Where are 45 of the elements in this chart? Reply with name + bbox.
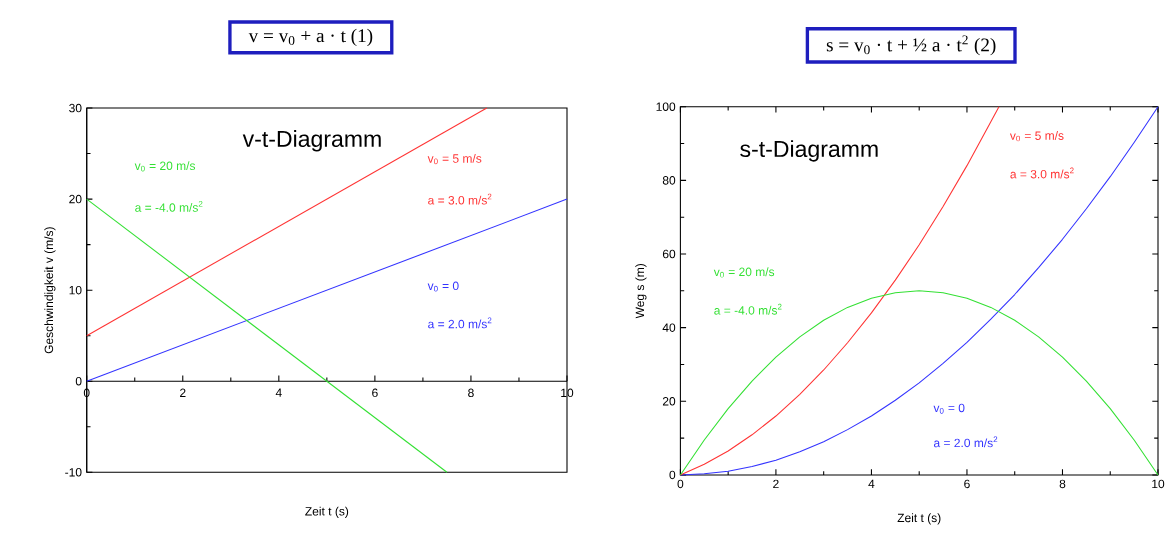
y-tick-label: 0 xyxy=(669,470,676,480)
annotation: a = 2.0 m/s$^{2}$ xyxy=(428,317,492,329)
annotation: v$_{0}$ = 20 m/s xyxy=(713,267,775,278)
y-tick-label: 60 xyxy=(662,249,676,259)
x-tick-label: 4 xyxy=(868,479,875,488)
annotation: a = -4.0 m/s$^{2}$ xyxy=(135,201,203,212)
x-tick-label: 10 xyxy=(561,388,574,398)
x-tick-label: 6 xyxy=(964,479,970,489)
x-tick-label: 8 xyxy=(468,388,474,398)
y-tick-label: 100 xyxy=(656,102,676,111)
y-tick-label: 30 xyxy=(69,103,82,113)
x-tick-label: 2 xyxy=(773,479,779,489)
x-tick-label: 10 xyxy=(1152,479,1165,489)
y-tick-label: 80 xyxy=(662,176,676,185)
y-tick-label: 40 xyxy=(662,323,676,332)
annotation: a = 3.0 m/s$^{2}$ xyxy=(1010,167,1074,179)
annotation: v$_{0}$ = 0 xyxy=(933,403,965,414)
y-tick-label: 0 xyxy=(75,376,82,386)
annotation: a = -4.0 m/s$^{2}$ xyxy=(714,303,782,315)
text: v-t-Diagramm xyxy=(242,130,381,152)
chart-title: v = v$_{0}$ + a · t (1) xyxy=(248,28,373,47)
x-tick-label: 8 xyxy=(1059,479,1066,489)
text: s-t-Diagramm xyxy=(740,140,878,162)
x-tick-label: 6 xyxy=(372,388,378,398)
y-tick-label: 20 xyxy=(662,397,676,406)
x-axis-title: Zeit t (s) xyxy=(305,506,349,518)
annotation: v$_{0}$ = 5 m/s xyxy=(1009,131,1064,142)
line-series xyxy=(679,106,1159,476)
x-tick-label: 2 xyxy=(180,388,186,397)
chart-title: s = v$_{0}$ · t + ½ a · t$^{2}$ (2) xyxy=(826,35,996,56)
y-tick-label: 20 xyxy=(69,194,82,204)
y-axis-title: Geschwindigkeit v (m/s) xyxy=(44,227,56,354)
line-series xyxy=(679,106,1000,476)
y-tick-label: -10 xyxy=(65,468,82,477)
line-series xyxy=(679,290,1159,476)
x-tick-label: 4 xyxy=(275,388,282,397)
annotation: v$_{0}$ = 0 xyxy=(427,281,459,292)
annotation: a = 2.0 m/s$^{2}$ xyxy=(933,436,998,448)
annotation: a = 3.0 m/s$^{2}$ xyxy=(428,193,492,205)
annotation: v$_{0}$ = 20 m/s xyxy=(134,161,196,172)
x-axis-title: Zeit t (s) xyxy=(897,513,941,525)
annotation: v$_{0}$ = 5 m/s xyxy=(427,153,482,165)
y-tick-label: 10 xyxy=(69,285,82,295)
y-axis-title: Weg s (m) xyxy=(635,264,647,319)
x-tick-label: 0 xyxy=(677,479,684,489)
